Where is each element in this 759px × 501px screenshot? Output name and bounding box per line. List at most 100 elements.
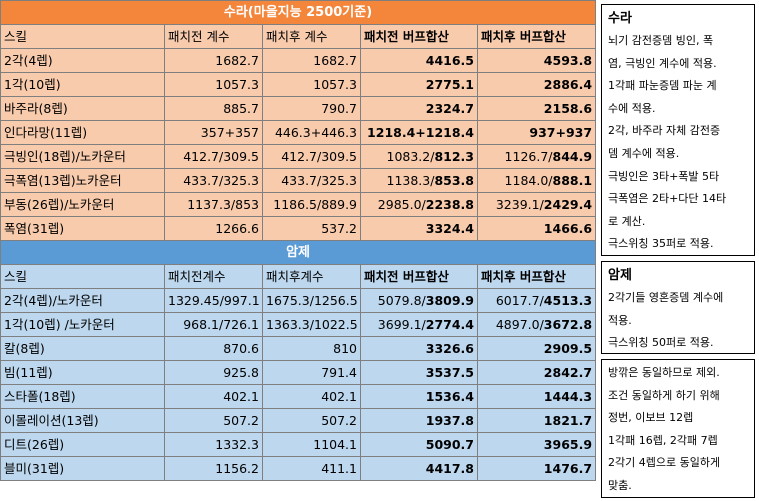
after-coef-cell[interactable]: 507.2 [262, 408, 361, 433]
after-buff-cell[interactable]: 1476.7 [476, 456, 597, 481]
before-coef-cell[interactable]: 1329.45/997.1 [164, 288, 263, 313]
before-coef-cell[interactable]: 870.6 [164, 336, 263, 361]
after-buff-cell[interactable]: 1444.3 [476, 384, 597, 409]
before-coef-cell[interactable]: 412.7/309.5 [164, 144, 263, 169]
before-buff-cell[interactable]: 5079.8/3809.9 [360, 288, 478, 313]
before-coef-cell[interactable]: 357+357 [164, 120, 263, 145]
before-buff-cell[interactable]: 4416.5 [360, 48, 478, 73]
after-coef-cell[interactable]: 1057.3 [262, 72, 361, 97]
amje-header-after-coef[interactable]: 패치후계수 [262, 264, 361, 289]
before-coef-cell[interactable]: 1137.3/853 [164, 192, 263, 217]
before-coef-cell[interactable]: 1057.3 [164, 72, 263, 97]
after-buff-cell[interactable]: 4593.8 [476, 48, 597, 73]
skill-cell[interactable]: 바주라(8렙) [0, 96, 165, 121]
sura-row: 폭염(31렙) 1266.6 537.2 3324.4 1466.6 [0, 216, 597, 241]
skill-cell[interactable]: 스타폴(18렙) [0, 384, 165, 409]
sura-row: 2각(4렙) 1682.7 1682.7 4416.5 4593.8 [0, 48, 597, 73]
amje-row: 블미(31렙) 1156.2 411.1 4417.8 1476.7 [0, 456, 597, 481]
amje-header-before-buff[interactable]: 패치전 버프합산 [360, 264, 478, 289]
after-buff-cell[interactable]: 2909.5 [476, 336, 597, 361]
before-buff-cell[interactable]: 1138.3/853.8 [360, 168, 478, 193]
after-coef-cell[interactable]: 1675.3/1256.5 [262, 288, 361, 313]
note-line: 수에 적용. [608, 101, 656, 115]
before-coef-cell[interactable]: 402.1 [164, 384, 263, 409]
after-coef-cell[interactable]: 402.1 [262, 384, 361, 409]
after-coef-cell[interactable]: 1682.7 [262, 48, 361, 73]
before-buff-cell[interactable]: 1083.2/812.3 [360, 144, 478, 169]
amje-header-before-coef[interactable]: 패치전계수 [164, 264, 263, 289]
after-coef-cell[interactable]: 791.4 [262, 360, 361, 385]
after-coef-cell[interactable]: 790.7 [262, 96, 361, 121]
note-line: 적용. [608, 313, 632, 327]
skill-cell[interactable]: 디트(26렙) [0, 432, 165, 457]
after-buff-cell[interactable]: 3965.9 [476, 432, 597, 457]
skill-cell[interactable]: 2각(4렙) [0, 48, 165, 73]
after-coef-cell[interactable]: 1104.1 [262, 432, 361, 457]
after-buff-cell[interactable]: 1126.7/844.9 [476, 144, 597, 169]
sura-row: 극폭염(13렙)노카운터 433.7/325.3 433.7/325.3 113… [0, 168, 597, 193]
after-buff-cell[interactable]: 2158.6 [476, 96, 597, 121]
before-buff-cell[interactable]: 2985.0/2238.8 [360, 192, 478, 217]
before-buff-cell[interactable]: 5090.7 [360, 432, 478, 457]
before-buff-cell[interactable]: 3324.4 [360, 216, 478, 241]
before-coef-cell[interactable]: 925.8 [164, 360, 263, 385]
before-buff-cell[interactable]: 1218.4+1218.4 [360, 120, 478, 145]
after-coef-cell[interactable]: 433.7/325.3 [262, 168, 361, 193]
after-coef-cell[interactable]: 537.2 [262, 216, 361, 241]
skill-cell[interactable]: 인다라망(11렙) [0, 120, 165, 145]
before-buff-cell[interactable]: 2324.7 [360, 96, 478, 121]
before-coef-cell[interactable]: 1266.6 [164, 216, 263, 241]
after-coef-cell[interactable]: 446.3+446.3 [262, 120, 361, 145]
skill-cell[interactable]: 극빙인(18렙)/노카운터 [0, 144, 165, 169]
sura-title: 수라(마을지능 2500기준) [0, 0, 597, 25]
before-buff-cell[interactable]: 1536.4 [360, 384, 478, 409]
after-buff-cell[interactable]: 6017.7/4513.3 [476, 288, 597, 313]
after-buff-cell[interactable]: 4897.0/3672.8 [476, 312, 597, 337]
after-coef-cell[interactable]: 411.1 [262, 456, 361, 481]
sura-header-after-buff[interactable]: 패치후 버프합산 [476, 24, 597, 49]
before-buff-cell[interactable]: 1937.8 [360, 408, 478, 433]
skill-cell[interactable]: 이몰레이션(13렙) [0, 408, 165, 433]
before-coef-cell[interactable]: 433.7/325.3 [164, 168, 263, 193]
after-buff-cell[interactable]: 3239.1/2429.4 [476, 192, 597, 217]
after-buff-cell[interactable]: 1184.0/888.1 [476, 168, 597, 193]
note-line: 뎀 계수에 적용. [608, 146, 680, 160]
skill-cell[interactable]: 폭염(31렙) [0, 216, 165, 241]
skill-cell[interactable]: 블미(31렙) [0, 456, 165, 481]
before-coef-cell[interactable]: 1682.7 [164, 48, 263, 73]
before-coef-cell[interactable]: 507.2 [164, 408, 263, 433]
sura-header-after-coef[interactable]: 패치후 계수 [262, 24, 361, 49]
sura-header-before-buff[interactable]: 패치전 버프합산 [360, 24, 478, 49]
before-coef-cell[interactable]: 1332.3 [164, 432, 263, 457]
skill-cell[interactable]: 빔(11렙) [0, 360, 165, 385]
after-coef-cell[interactable]: 412.7/309.5 [262, 144, 361, 169]
before-coef-cell[interactable]: 1156.2 [164, 456, 263, 481]
before-buff-cell[interactable]: 2775.1 [360, 72, 478, 97]
before-buff-cell[interactable]: 3537.5 [360, 360, 478, 385]
after-buff-cell[interactable]: 1466.6 [476, 216, 597, 241]
sura-header-before-coef[interactable]: 패치전 계수 [164, 24, 263, 49]
after-buff-cell[interactable]: 937+937 [476, 120, 597, 145]
skill-cell[interactable]: 부동(26렙)/노카운터 [0, 192, 165, 217]
after-coef-cell[interactable]: 1363.3/1022.5 [262, 312, 361, 337]
before-coef-cell[interactable]: 968.1/726.1 [164, 312, 263, 337]
before-buff-cell[interactable]: 3326.6 [360, 336, 478, 361]
skill-cell[interactable]: 칼(8렙) [0, 336, 165, 361]
skill-cell[interactable]: 1각(10렙) [0, 72, 165, 97]
after-buff-cell[interactable]: 1821.7 [476, 408, 597, 433]
before-buff-cell[interactable]: 3699.1/2774.4 [360, 312, 478, 337]
after-coef-cell[interactable]: 810 [262, 336, 361, 361]
skill-cell[interactable]: 극폭염(13렙)노카운터 [0, 168, 165, 193]
skill-comparison-table: 수라(마을지능 2500기준) 스킬 패치전 계수 패치후 계수 패치전 버프합… [0, 0, 597, 481]
sura-header-skill[interactable]: 스킬 [0, 24, 165, 49]
skill-cell[interactable]: 2각(4렙)/노카운터 [0, 288, 165, 313]
amje-header-skill[interactable]: 스킬 [0, 264, 165, 289]
before-buff-cell[interactable]: 4417.8 [360, 456, 478, 481]
skill-cell[interactable]: 1각(10렙) /노카운터 [0, 312, 165, 337]
amje-header-after-buff[interactable]: 패치후 버프합산 [476, 264, 597, 289]
after-coef-cell[interactable]: 1186.5/889.9 [262, 192, 361, 217]
before-coef-cell[interactable]: 885.7 [164, 96, 263, 121]
note-line: 2각기 4렙으로 동일하게 [608, 456, 721, 470]
after-buff-cell[interactable]: 2886.4 [476, 72, 597, 97]
after-buff-cell[interactable]: 2842.7 [476, 360, 597, 385]
